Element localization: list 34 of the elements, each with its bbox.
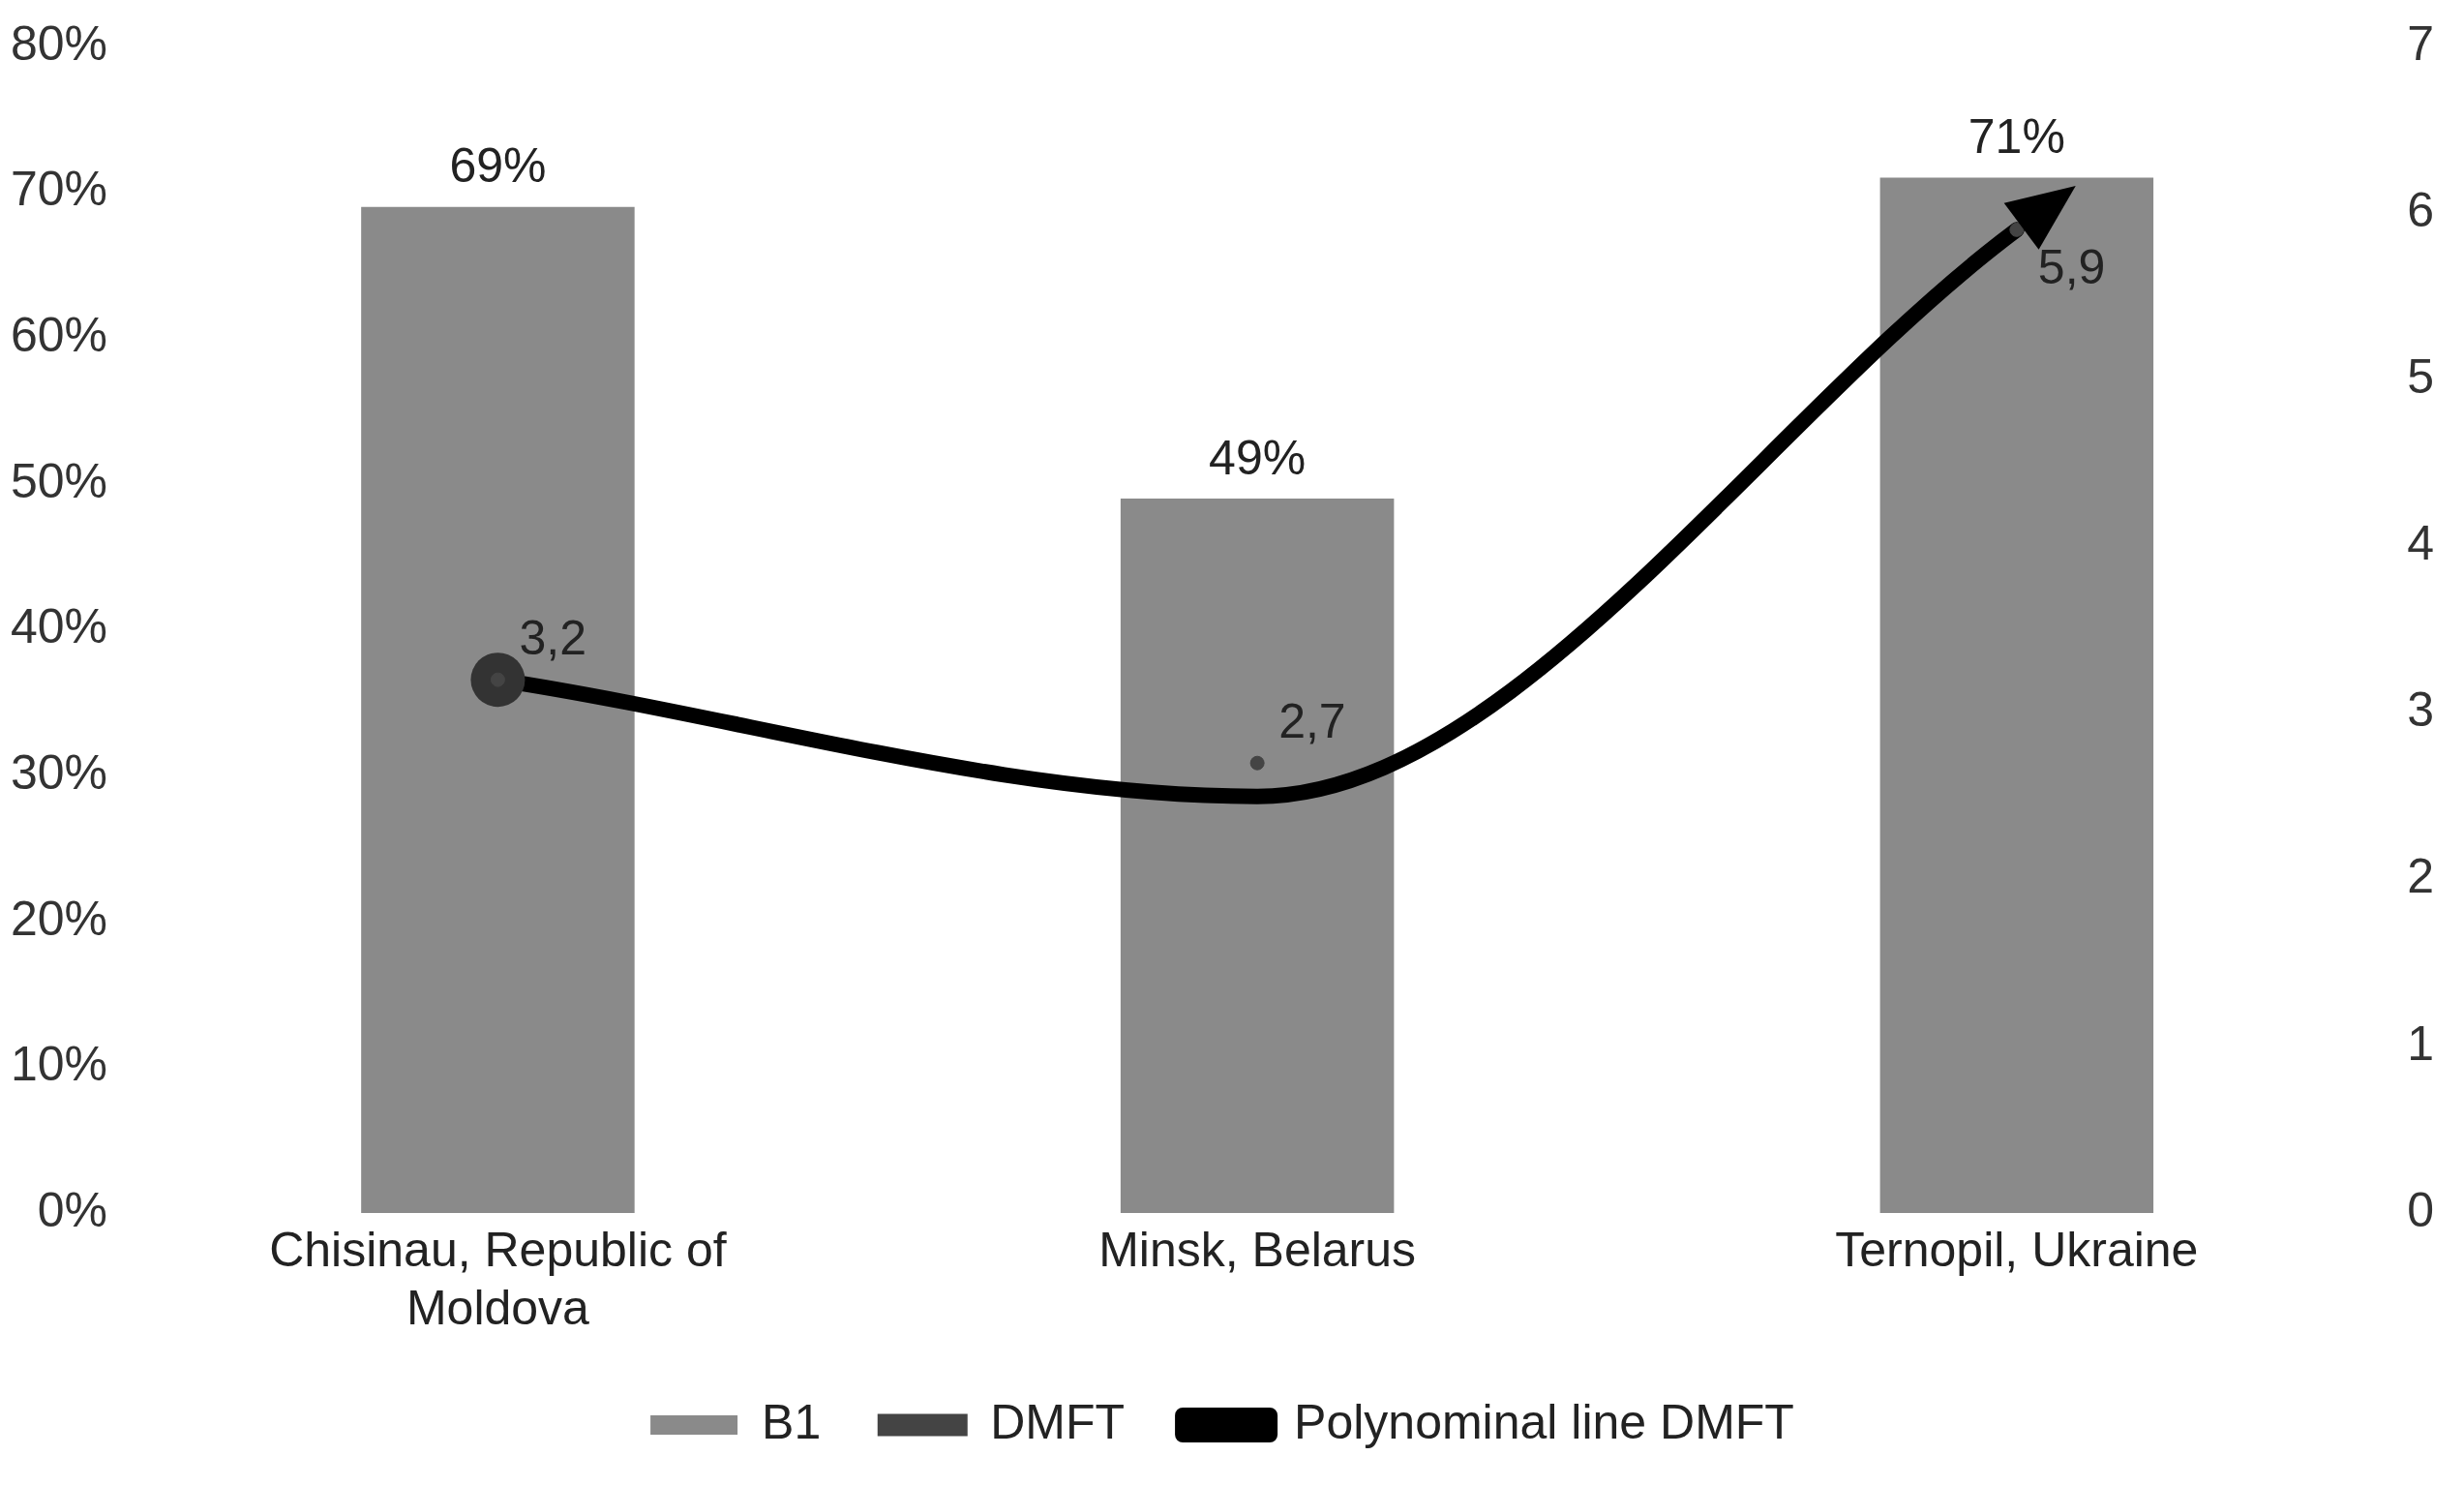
point bbox=[2009, 222, 2025, 237]
y-tick-label: 0% bbox=[37, 1182, 108, 1237]
data-label: 69% bbox=[449, 138, 547, 194]
y-tick-label: 60% bbox=[11, 308, 108, 363]
point bbox=[1249, 755, 1265, 771]
y-tick-label: 30% bbox=[11, 744, 108, 800]
y2-tick-label: 2 bbox=[2407, 849, 2434, 904]
data-label: 2,7 bbox=[1278, 694, 1346, 748]
y-tick-label: 80% bbox=[11, 15, 108, 71]
bar bbox=[1120, 498, 1395, 1213]
bar bbox=[1879, 177, 2154, 1213]
legend-label: DMFT bbox=[990, 1394, 1126, 1449]
legend-label: Polynominal line DMFT bbox=[1294, 1394, 1794, 1449]
y-tick-label: 70% bbox=[11, 162, 108, 217]
y2-tick-label: 1 bbox=[2407, 1016, 2434, 1071]
data-label: 71% bbox=[1968, 109, 2065, 165]
bar bbox=[361, 206, 635, 1213]
data-label: 5,9 bbox=[2037, 240, 2106, 295]
data-label: 49% bbox=[1209, 430, 1307, 485]
y-tick-label: 50% bbox=[11, 453, 108, 508]
x-tick-label: Minsk, Belarus bbox=[1098, 1222, 1417, 1277]
y2-tick-label: 6 bbox=[2407, 182, 2434, 237]
data-label: 3,2 bbox=[519, 610, 586, 665]
x-tick-label: Ternopil, Ukraine bbox=[1835, 1222, 2199, 1277]
x-tick-label: Chisinau, Republic of Moldova bbox=[269, 1222, 727, 1335]
y2-tick-label: 4 bbox=[2407, 516, 2434, 571]
y-tick-label: 10% bbox=[11, 1037, 108, 1092]
y2-tick-label: 3 bbox=[2407, 682, 2434, 738]
y2-tick-label: 7 bbox=[2407, 15, 2434, 71]
legend-label: B1 bbox=[762, 1394, 822, 1449]
y-tick-label: 40% bbox=[11, 599, 108, 654]
y2-tick-label: 5 bbox=[2407, 349, 2434, 405]
y2-tick-label: 0 bbox=[2407, 1182, 2434, 1237]
y-tick-label: 20% bbox=[11, 891, 108, 946]
